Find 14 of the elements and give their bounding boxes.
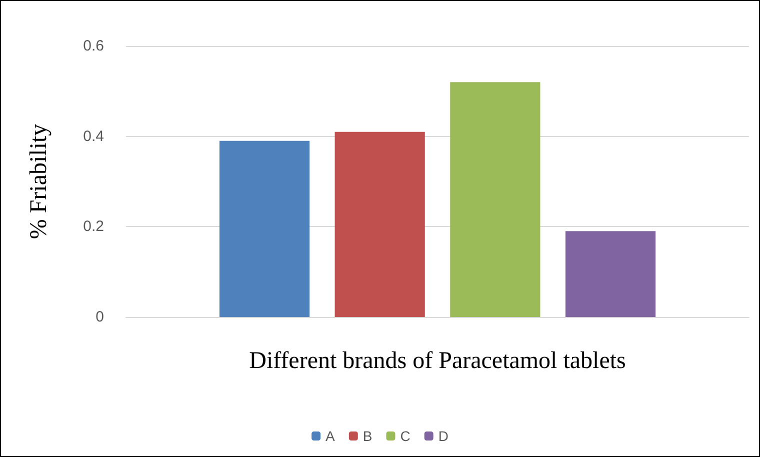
y-tick-label: 0.2 xyxy=(83,218,104,236)
y-tick-label: 0.6 xyxy=(83,38,104,54)
y-tick-label: 0 xyxy=(96,308,104,326)
legend-label: B xyxy=(362,428,372,444)
legend-label: C xyxy=(400,428,410,444)
bar xyxy=(450,82,540,317)
y-axis-title: % Friability xyxy=(26,124,52,240)
bar xyxy=(334,132,425,317)
bar xyxy=(219,140,310,317)
x-axis-title: Different brands of Paracetamol tablets xyxy=(249,348,626,374)
y-tick-label: 0.4 xyxy=(83,128,104,145)
legend-label: A xyxy=(326,428,336,444)
legend-label: D xyxy=(438,428,448,444)
bar xyxy=(565,231,656,317)
